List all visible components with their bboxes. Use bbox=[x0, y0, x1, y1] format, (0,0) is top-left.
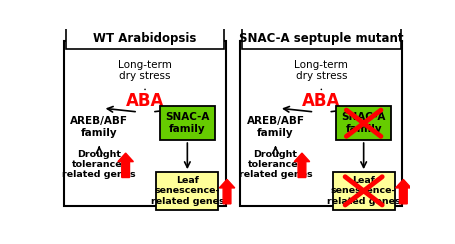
Text: Long-term
dry stress: Long-term dry stress bbox=[294, 60, 348, 81]
Text: Long-term
dry stress: Long-term dry stress bbox=[118, 60, 172, 81]
Text: SNAC-A septuple mutant: SNAC-A septuple mutant bbox=[239, 32, 404, 45]
Text: ABA: ABA bbox=[126, 92, 164, 110]
FancyArrow shape bbox=[118, 153, 133, 178]
Text: Drought
tolerance-
related genes: Drought tolerance- related genes bbox=[62, 150, 136, 179]
FancyArrow shape bbox=[219, 179, 235, 204]
Text: Drought
tolerance-
related genes: Drought tolerance- related genes bbox=[239, 150, 312, 179]
FancyBboxPatch shape bbox=[157, 172, 218, 210]
Text: AREB/ABF
family: AREB/ABF family bbox=[70, 116, 128, 138]
FancyBboxPatch shape bbox=[333, 172, 394, 210]
Text: WT Arabidopsis: WT Arabidopsis bbox=[93, 32, 197, 45]
Text: SNAC-A
family: SNAC-A family bbox=[341, 112, 386, 134]
Text: Leaf
senescence-
related genes: Leaf senescence- related genes bbox=[151, 176, 224, 206]
FancyBboxPatch shape bbox=[160, 106, 215, 140]
FancyArrow shape bbox=[395, 179, 411, 204]
FancyBboxPatch shape bbox=[240, 41, 402, 206]
FancyArrow shape bbox=[294, 153, 310, 178]
Text: SNAC-A
family: SNAC-A family bbox=[165, 112, 210, 134]
Text: AREB/ABF
family: AREB/ABF family bbox=[247, 116, 304, 138]
FancyBboxPatch shape bbox=[66, 28, 224, 49]
FancyBboxPatch shape bbox=[336, 106, 391, 140]
FancyBboxPatch shape bbox=[64, 41, 226, 206]
Text: Leaf
senescence-
related genes: Leaf senescence- related genes bbox=[327, 176, 400, 206]
FancyBboxPatch shape bbox=[242, 28, 401, 49]
Text: ABA: ABA bbox=[302, 92, 340, 110]
